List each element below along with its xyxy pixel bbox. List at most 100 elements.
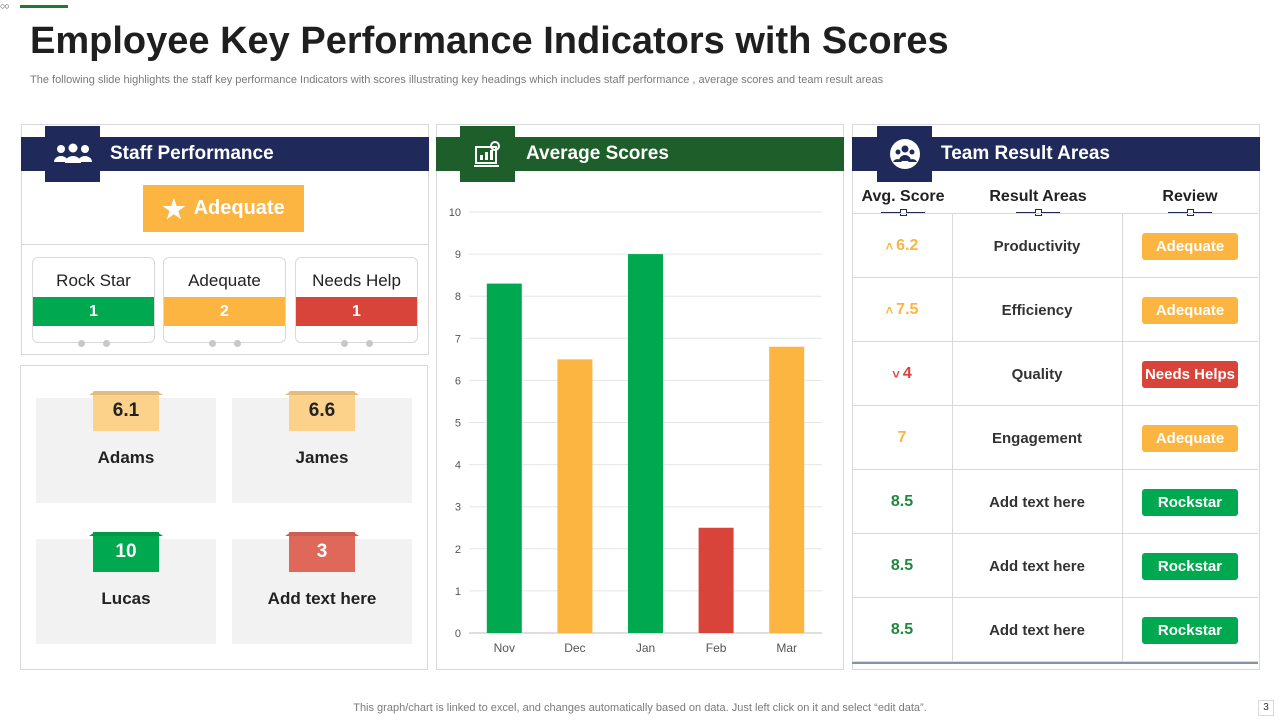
x-tick-label: Dec: [564, 641, 585, 655]
column-header-review: Review: [1162, 188, 1218, 205]
rock-star-count: 1: [33, 297, 154, 326]
person-name: James: [295, 448, 349, 467]
result-area-cell: Add text here: [989, 557, 1085, 575]
carousel-dot: [209, 340, 216, 347]
review-badge: Adequate: [1142, 233, 1238, 260]
avg-score-value: 8.5: [890, 493, 914, 510]
bar-jan: [628, 254, 663, 633]
column-header-avg-score: Avg. Score: [861, 188, 945, 205]
result-area-cell: Add text here: [989, 621, 1085, 639]
trend-up-icon: ˄: [885, 238, 894, 254]
rock-star-label: Rock Star: [56, 271, 131, 290]
y-tick-label: 0: [455, 628, 461, 640]
page-title: Employee Key Performance Indicators with…: [30, 20, 949, 62]
chart-bars: [486, 254, 805, 633]
person-score-tag: 6.6: [289, 391, 355, 431]
average-scores-chart: 0 1 2 3 4 5 6 7 8 9 10 Nov Dec Jan Feb Mar: [449, 207, 822, 655]
table-row: 8.5 Add text here Rockstar: [852, 534, 1258, 598]
result-area-cell: Productivity: [993, 237, 1081, 255]
avg-score-cell: 8.5: [852, 470, 952, 534]
chart-y-axis: 0 1 2 3 4 5 6 7 8 9 10: [449, 207, 461, 640]
review-badge: Rockstar: [1142, 489, 1238, 516]
y-tick-label: 10: [449, 207, 461, 219]
team-icon: [45, 126, 100, 182]
carousel-dot: [341, 340, 348, 347]
avg-score-value: 7: [897, 429, 907, 446]
bar-mar: [769, 346, 805, 633]
trend-up-icon: ˄: [885, 302, 894, 318]
table-top-rule: [852, 213, 1258, 214]
column-header-result-areas: Result Areas: [989, 188, 1087, 205]
staff-performance-title: Staff Performance: [110, 143, 274, 164]
adequate-label: Adequate: [188, 271, 261, 290]
review-badge: Rockstar: [1142, 553, 1238, 580]
avg-score-value: 7.5: [896, 301, 919, 318]
avg-score-cell: ˅ 4: [852, 342, 952, 406]
avg-score-value: 6.2: [896, 237, 919, 254]
person-name: Adams: [97, 448, 155, 467]
person-card: 6.6 James: [232, 391, 412, 503]
overall-rating-badge: ★ Adequate: [143, 185, 304, 232]
needs-help-label: Needs Help: [312, 271, 401, 290]
person-card: 10 Lucas: [36, 532, 216, 644]
table-row: 8.5 Add text here Rockstar: [852, 470, 1258, 534]
carousel-dot: [366, 340, 373, 347]
y-tick-label: 3: [455, 502, 461, 514]
column-divider: [1122, 214, 1123, 662]
y-tick-label: 7: [455, 333, 461, 345]
avg-score-cell: ˄ 6.2: [852, 214, 952, 278]
result-area-cell: Add text here: [989, 493, 1085, 511]
divider: [22, 244, 428, 245]
x-tick-label: Mar: [776, 641, 797, 655]
column-divider: [952, 214, 953, 662]
avg-score-cell: ˄ 7.5: [852, 278, 952, 342]
page-number: 3: [1258, 700, 1274, 716]
review-badge: Adequate: [1142, 297, 1238, 324]
x-tick-label: Nov: [494, 641, 515, 655]
y-tick-label: 6: [455, 375, 461, 387]
person-score-tag: 10: [93, 532, 159, 572]
table-row: 8.5 Add text here Rockstar: [852, 598, 1258, 662]
y-tick-label: 8: [455, 291, 461, 303]
table-row: 7 Engagement Adequate: [852, 406, 1258, 470]
result-area-cell: Efficiency: [1001, 301, 1073, 319]
person-card: 6.1 Adams: [36, 391, 216, 503]
page-subtitle: The following slide highlights the staff…: [30, 74, 884, 86]
avg-score-cell: 8.5: [852, 534, 952, 598]
result-area-cell: Engagement: [991, 429, 1082, 447]
review-badge: Needs Helps: [1142, 361, 1238, 388]
group-circle-icon: [877, 126, 932, 182]
bar-dec: [557, 359, 593, 633]
team-result-title: Team Result Areas: [941, 143, 1110, 164]
person-score-tag: 3: [289, 532, 355, 572]
table-row: ˄ 6.2 Productivity Adequate: [852, 214, 1258, 278]
chart-x-axis: Nov Dec Jan Feb Mar: [494, 641, 797, 655]
y-tick-label: 1: [455, 586, 461, 598]
needs-help-card: Needs Help 1: [295, 257, 418, 347]
avg-score-cell: 7: [852, 406, 952, 470]
overall-rating-label: Adequate: [193, 197, 285, 219]
person-card: 3 Add text here: [232, 532, 412, 644]
table-bottom-rule: [852, 662, 1258, 664]
review-badge: Rockstar: [1142, 617, 1238, 644]
y-tick-label: 5: [455, 418, 461, 430]
adequate-card: Adequate 2: [163, 257, 286, 347]
avg-score-cell: 8.5: [852, 598, 952, 662]
person-score-tag: 6.1: [93, 391, 159, 431]
rock-star-card: Rock Star 1: [32, 257, 155, 347]
bar-feb: [698, 527, 734, 633]
adequate-count: 2: [164, 297, 285, 326]
table-row: ˄ 7.5 Efficiency Adequate: [852, 278, 1258, 342]
decorative-dots: ○○: [0, 1, 10, 11]
x-tick-label: Jan: [636, 641, 655, 655]
bar-nov: [486, 283, 522, 633]
review-badge: Adequate: [1142, 425, 1238, 452]
table-row: ˅ 4 Quality Needs Helps: [852, 342, 1258, 406]
carousel-dot: [234, 340, 241, 347]
trend-down-icon: ˅: [892, 366, 900, 382]
carousel-dot: [78, 340, 85, 347]
average-scores-title: Average Scores: [526, 143, 669, 164]
footer-note: This graph/chart is linked to excel, and…: [353, 702, 927, 714]
needs-help-count: 1: [296, 297, 417, 326]
carousel-dot: [103, 340, 110, 347]
